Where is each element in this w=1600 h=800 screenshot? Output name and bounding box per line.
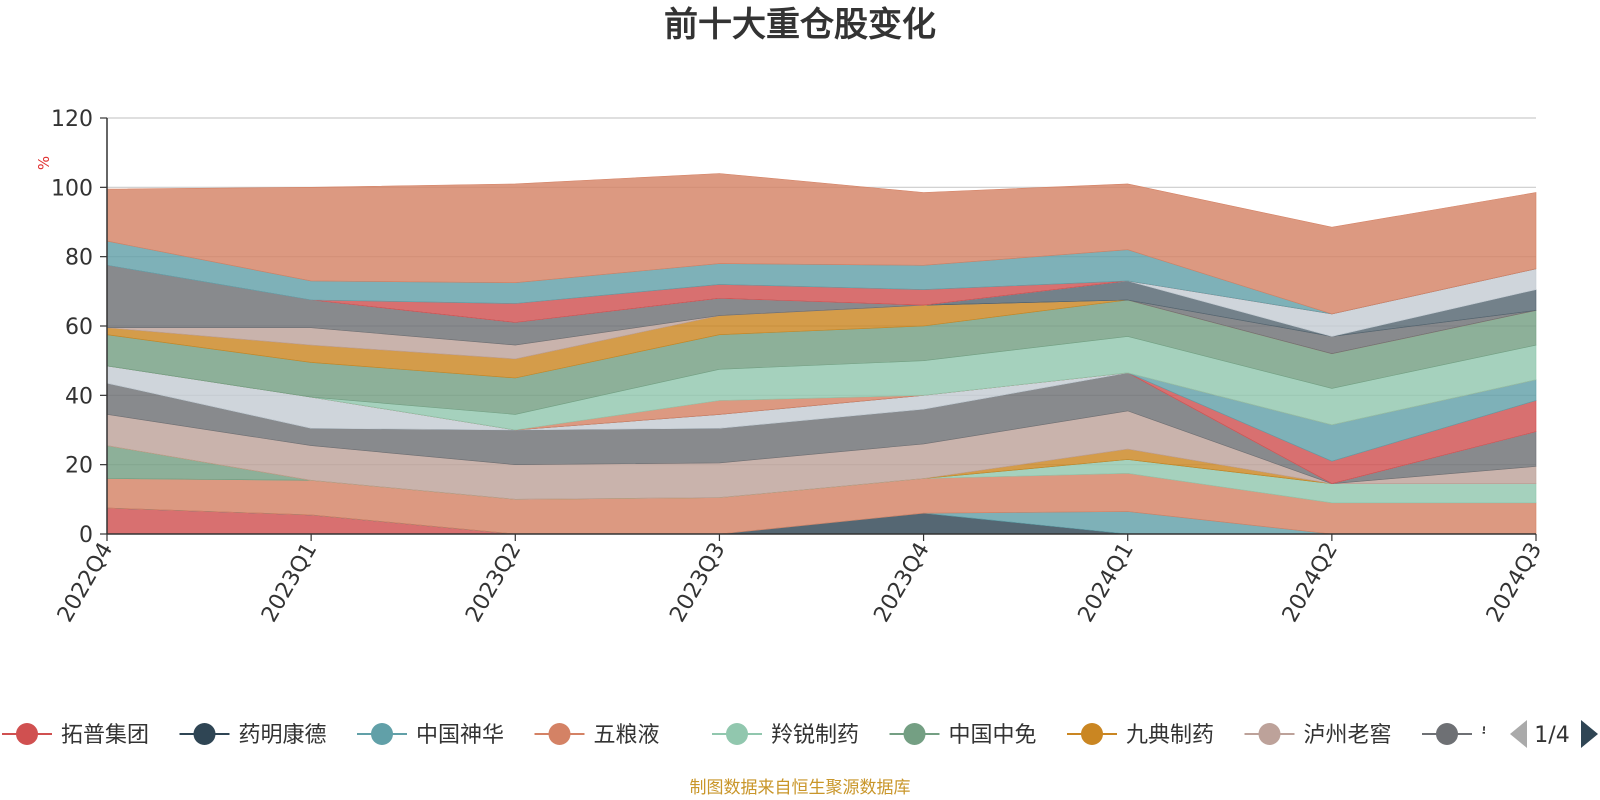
x-tick-label: 2022Q4 <box>53 539 118 627</box>
y-tick-label: 20 <box>65 454 93 479</box>
legend-label: 宁德时代 <box>1481 723 1569 748</box>
x-tick-label: 2023Q4 <box>869 539 934 627</box>
x-axis-ticks: 2022Q4 2023Q1 2023Q2 2023Q3 2023Q4 2024Q1 2024… <box>53 534 1547 627</box>
y-tick-label: 80 <box>65 246 93 271</box>
legend-item[interactable]: 九典制药 <box>1067 723 1214 748</box>
x-tick-label: 2023Q2 <box>461 539 526 627</box>
legend-label: 中国神华 <box>416 723 504 748</box>
legend-label: 拓普集团 <box>61 723 149 748</box>
legend-item[interactable]: 羚锐制药 <box>712 723 859 748</box>
y-axis-ticks: 0 20 40 60 80 100 120 <box>51 107 107 548</box>
legend-swatch-dot <box>548 723 571 745</box>
x-tick-label: 2023Q3 <box>665 539 730 627</box>
legend-item[interactable]: 五粮液 <box>534 723 660 748</box>
y-tick-label: 0 <box>79 523 93 548</box>
legend-label: 泸州老窖 <box>1304 723 1392 748</box>
legend-swatch-dot <box>726 723 748 745</box>
legend-swatch-dot <box>371 723 393 745</box>
legend: 拓普集团 药明康德 中国神华 五粮液 羚锐制药 中国中免 九典制药 泸州老窖 宁德时代 <box>2 723 1569 748</box>
data-source-footer: 制图数据来自恒生聚源数据库 <box>690 778 911 798</box>
legend-page-indicator: 1/4 <box>1534 723 1569 748</box>
legend-item[interactable]: 中国中免 <box>889 723 1037 748</box>
y-tick-label: 40 <box>65 384 93 409</box>
y-tick-label: 60 <box>65 315 93 340</box>
legend-item[interactable]: 中国神华 <box>357 723 504 748</box>
legend-swatch-dot <box>1258 723 1281 745</box>
x-tick-label: 2024Q2 <box>1278 539 1343 627</box>
y-axis-unit-label: % <box>35 156 53 170</box>
legend-prev-arrow-icon[interactable] <box>1510 720 1527 748</box>
y-tick-label: 120 <box>51 107 93 132</box>
legend-swatch-dot <box>903 723 926 745</box>
x-tick-label: 2024Q3 <box>1482 539 1547 627</box>
legend-label: 中国中免 <box>949 723 1037 748</box>
legend-label: 羚锐制药 <box>771 723 859 748</box>
legend-swatch-dot <box>1436 723 1458 745</box>
legend-item[interactable]: 宁德时代 <box>1422 723 1569 748</box>
area-series <box>106 173 1537 535</box>
y-tick-label: 100 <box>51 176 93 201</box>
legend-next-arrow-icon[interactable] <box>1581 720 1598 748</box>
chart-title: 前十大重仓股变化 <box>664 5 936 45</box>
legend-item[interactable]: 药明康德 <box>179 723 327 748</box>
legend-items: 拓普集团 药明康德 中国神华 五粮液 羚锐制药 中国中免 九典制药 泸州老窖 宁德时代 <box>2 723 1569 748</box>
legend-swatch-dot <box>16 723 38 745</box>
legend-swatch-dot <box>1081 723 1103 745</box>
legend-label: 药明康德 <box>239 723 327 748</box>
area-24 <box>106 173 1537 315</box>
x-tick-label: 2023Q1 <box>257 539 322 627</box>
legend-label: 九典制药 <box>1126 723 1214 748</box>
x-tick-label: 2024Q1 <box>1074 539 1139 627</box>
legend-item[interactable]: 泸州老窖 <box>1244 723 1392 748</box>
legend-swatch-dot <box>193 723 216 745</box>
legend-item[interactable]: 拓普集团 <box>2 723 149 748</box>
legend-pager: 1/4 <box>1510 720 1598 748</box>
legend-label: 五粮液 <box>594 723 660 748</box>
